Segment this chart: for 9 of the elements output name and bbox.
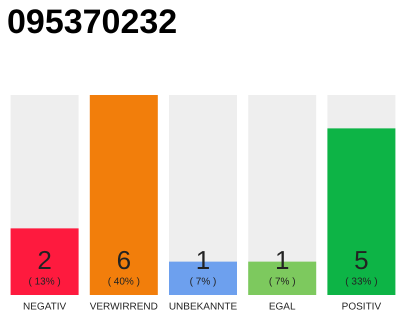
x-tick-label: NEGATIV	[23, 302, 67, 312]
data-label: 2 ( 13% )	[28, 245, 61, 288]
x-tick-label: VERWIRREND	[90, 302, 158, 312]
x-tick-label: EGAL	[268, 302, 296, 312]
data-label: 5 ( 33% )	[345, 245, 378, 288]
data-label: 6 ( 40% )	[108, 245, 140, 288]
x-tick-label: UNBEKANNTE	[168, 302, 238, 312]
x-tick-label: POSITIV	[342, 302, 382, 312]
chart-title: 095370232	[7, 3, 178, 41]
